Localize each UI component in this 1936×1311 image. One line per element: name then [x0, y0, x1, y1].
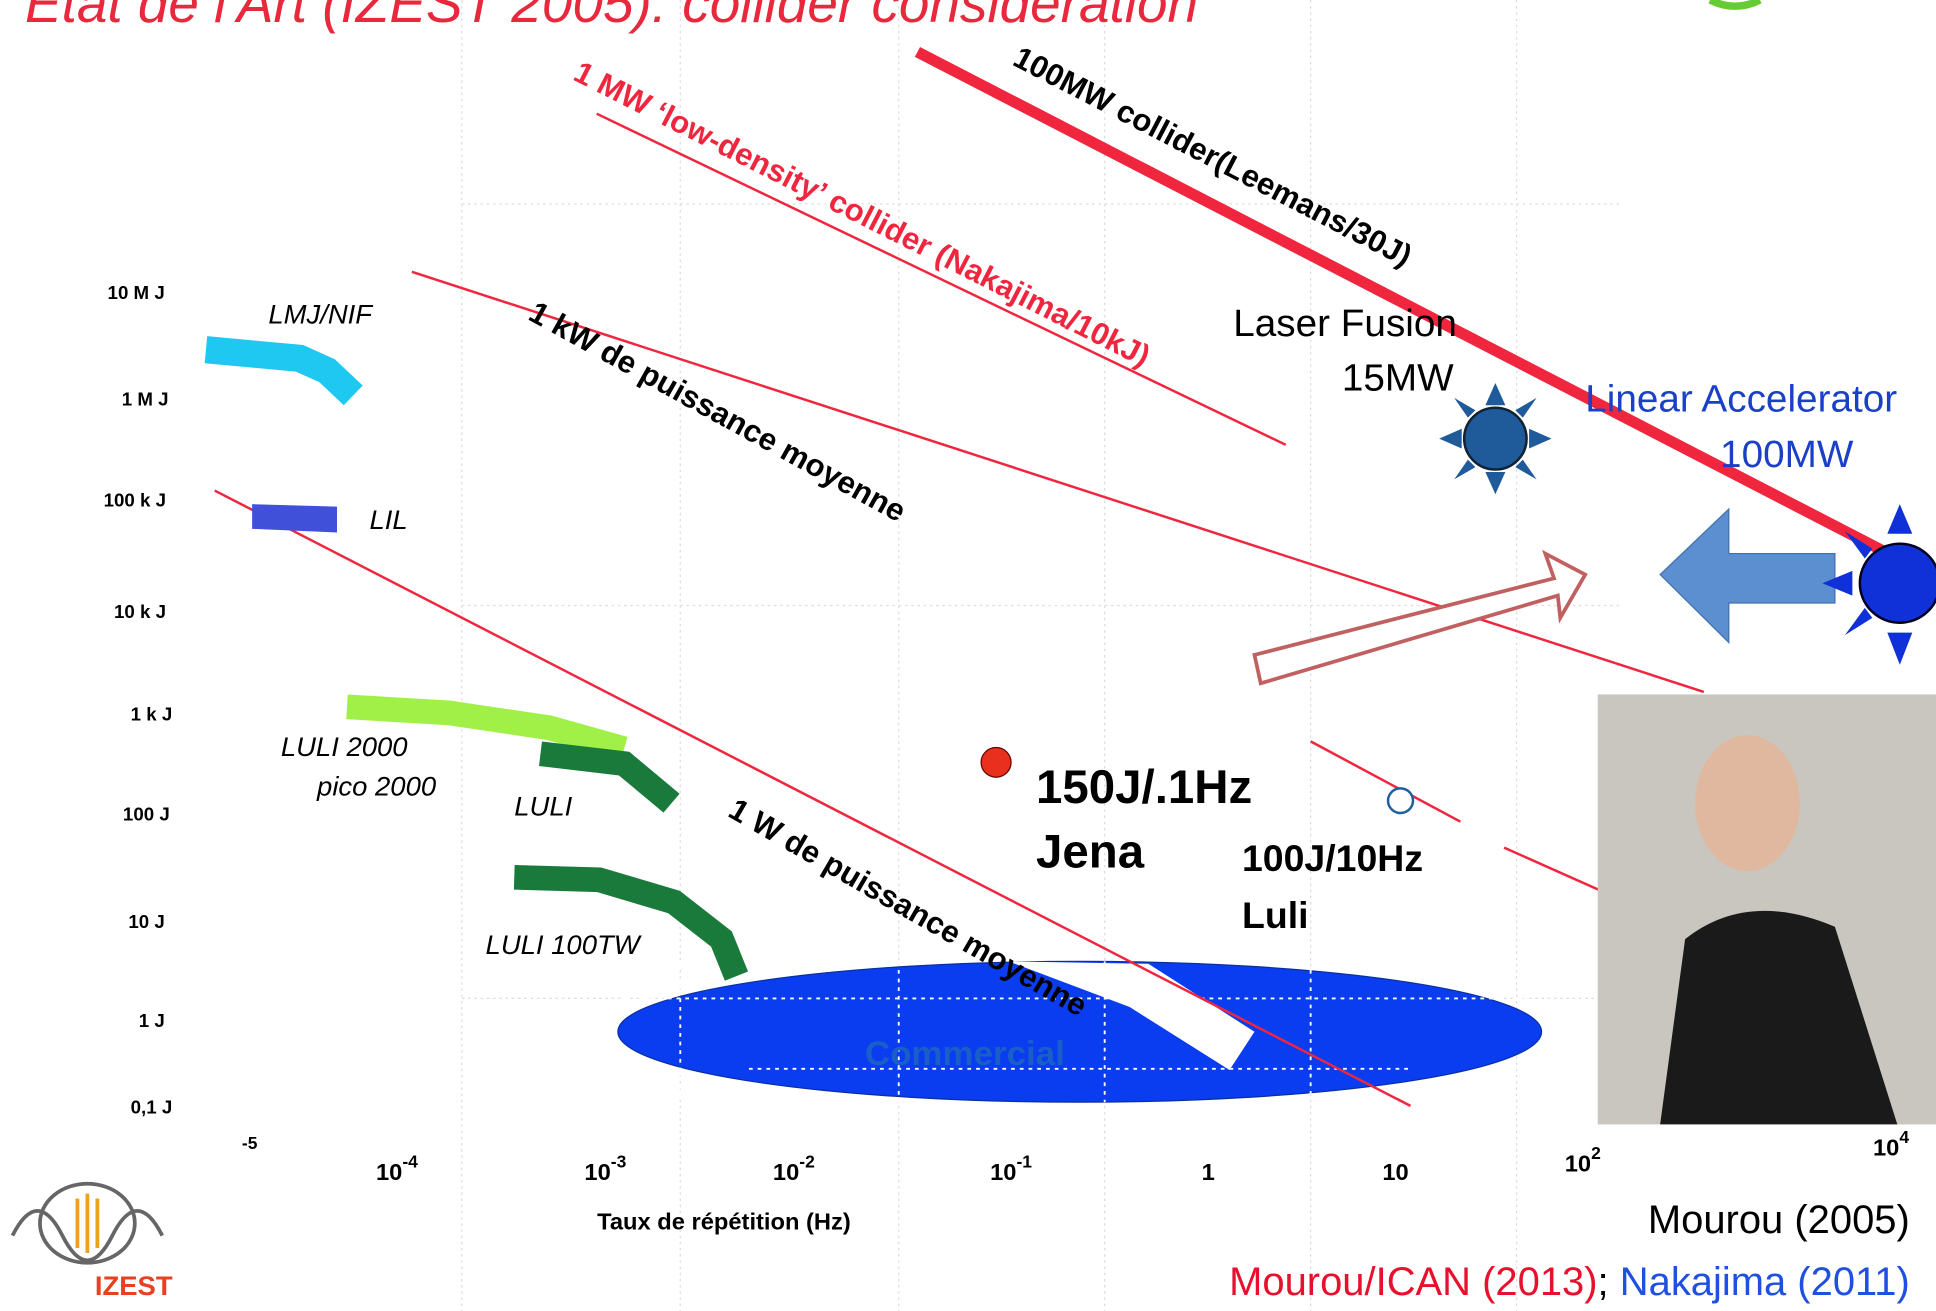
line-1mw: [596, 112, 1287, 446]
fusion-name: Laser Fusion: [1233, 302, 1457, 345]
lil-band: [252, 504, 338, 533]
luli-point-label-2: Luli: [1242, 894, 1309, 936]
y-label: 10 M J: [108, 282, 165, 303]
accelerator-power: 100MW: [1720, 433, 1854, 476]
luli-point: [1386, 787, 1415, 815]
y-label: 100 k J: [104, 490, 166, 511]
commercial-label: Commercial: [865, 1035, 1065, 1073]
commercial-grid: [624, 961, 1536, 1103]
lil-label: LIL: [369, 504, 407, 535]
fusion-sun: [1439, 383, 1552, 495]
luli100-label: LULI 100TW: [486, 929, 642, 960]
x-label-base: 10: [1873, 1134, 1899, 1160]
pico2000-label: pico 2000: [316, 771, 436, 802]
y-label: 100 J: [123, 804, 170, 825]
line-1w: [214, 489, 1412, 1107]
lmj-label: LMJ/NIF: [268, 299, 373, 330]
x-label-exp: -3: [611, 1152, 627, 1172]
x-label: 10: [1382, 1159, 1408, 1185]
photo-suit: [1660, 910, 1898, 1125]
x-label: 104: [1873, 1127, 1909, 1160]
x-label-base: 10: [773, 1159, 799, 1185]
jena-point: [980, 746, 1012, 778]
logo-leaf: [1708, 0, 1762, 10]
luli-label: LULI: [514, 791, 572, 822]
grid: [461, 0, 1623, 1311]
line-1mw-end: [1503, 846, 1605, 894]
x-label-base: 10: [990, 1159, 1016, 1185]
x-label-exp: -5: [242, 1133, 258, 1153]
x-label-base: 1: [1202, 1159, 1215, 1185]
x-label-base: 10: [584, 1159, 610, 1185]
y-label: 10 J: [128, 911, 164, 932]
accelerator-sun: [1822, 504, 1936, 665]
lmj-band: [204, 336, 363, 406]
luli2000-label: LULI 2000: [281, 731, 408, 762]
x-label: 102: [1565, 1143, 1601, 1176]
x-axis-title: Taux de répétition (Hz): [597, 1209, 851, 1235]
y-label: 1 J: [139, 1010, 165, 1031]
label-1kw: 1 kW de puissance moyenne: [523, 294, 911, 528]
x-label: 10-3: [584, 1152, 626, 1185]
x-labels: -510-4 10-3 10-2 10-1 1 10 102 104: [242, 1127, 1910, 1185]
x-label-exp: 2: [1591, 1143, 1601, 1163]
x-label-base: 10: [376, 1159, 402, 1185]
x-label-exp: 4: [1899, 1127, 1909, 1147]
credit-2005: Mourou (2005): [1648, 1198, 1910, 1242]
y-label: 0,1 J: [131, 1096, 173, 1117]
fusion-power: 15MW: [1342, 357, 1454, 400]
x-label: 10-4: [376, 1152, 418, 1185]
photo-face: [1695, 735, 1800, 872]
luli2000-band: [346, 694, 628, 761]
credit-ican: Mourou/ICAN (2013): [1229, 1260, 1597, 1304]
luli100-band: [513, 864, 749, 981]
line-100mw: [914, 46, 1936, 584]
blue-arrow: [1659, 507, 1836, 645]
line-1kw-end: [1310, 740, 1462, 823]
izest-text: IZEST: [95, 1270, 173, 1301]
y-label: 10 k J: [114, 601, 166, 622]
y-label: 1 k J: [131, 703, 173, 724]
luli-point-label-1: 100J/10Hz: [1242, 837, 1423, 879]
credit-sep: ;: [1598, 1260, 1609, 1304]
izest-logo-bars: [75, 1193, 100, 1253]
x-label-base: 10: [1565, 1150, 1591, 1176]
label-1mw: 1 MW ‘low-density’ collider (Nakajima/10…: [568, 54, 1155, 373]
jena-label-2: Jena: [1036, 826, 1145, 879]
title: Etat de l'Art (IZEST 2005): collider con…: [25, 0, 1198, 34]
line-1kw: [411, 270, 1705, 694]
accelerator-name: Linear Accelerator: [1585, 378, 1897, 421]
x-label: 10-1: [990, 1152, 1032, 1185]
x-label: 10-2: [773, 1152, 815, 1185]
x-label: -5: [242, 1133, 258, 1153]
x-label-exp: -4: [402, 1152, 418, 1172]
credit-line: Mourou/ICAN (2013); Nakajima (2011): [1229, 1260, 1910, 1304]
x-label-exp: -1: [1016, 1152, 1032, 1172]
x-label: 1: [1202, 1159, 1215, 1185]
x-label-exp: -2: [799, 1152, 815, 1172]
jena-label-1: 150J/.1Hz: [1036, 761, 1252, 814]
credit-nakajima: Nakajima (2011): [1620, 1260, 1910, 1304]
izest-logo: [10, 1181, 164, 1265]
y-labels: 10 M J 1 M J 100 k J 10 k J 1 k J 100 J …: [104, 282, 173, 1117]
y-label: 1 M J: [122, 388, 169, 409]
x-label-base: 10: [1382, 1159, 1408, 1185]
luli-band: [539, 741, 680, 813]
label-backing: [1008, 961, 1255, 1071]
hollow-arrow: [1252, 549, 1588, 686]
label-100mw: 100MW collider(Leemans/30J): [1008, 40, 1418, 274]
